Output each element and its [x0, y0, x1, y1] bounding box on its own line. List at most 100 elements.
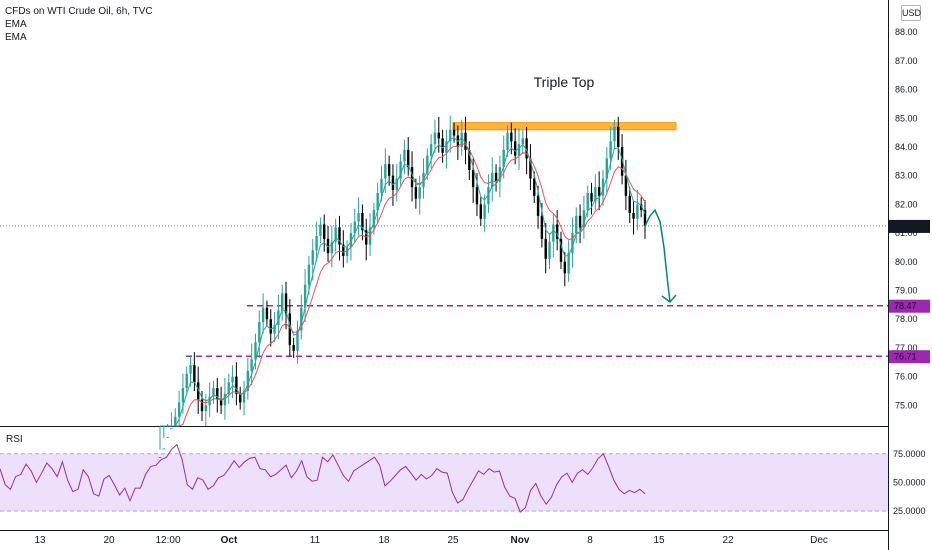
candle-body: [277, 310, 280, 325]
candle: [296, 320, 299, 364]
ema-fast-legend: EMA: [5, 19, 27, 30]
candle-body: [609, 141, 612, 159]
candle-body: [418, 187, 421, 199]
candle: [452, 122, 456, 143]
candle: [529, 144, 532, 191]
price-tick-label: 78.00: [895, 314, 918, 324]
candle-body: [399, 161, 402, 179]
candle: [632, 201, 635, 235]
candle: [429, 134, 433, 169]
candle-body: [387, 164, 391, 176]
candle: [193, 352, 196, 391]
candle: [544, 223, 547, 274]
support-price-label: 78.47: [894, 301, 917, 311]
price-tick-label: 88.00: [895, 27, 918, 37]
candle-body: [597, 187, 601, 196]
candle-body: [521, 138, 524, 145]
candle: [189, 355, 192, 387]
candle: [555, 210, 559, 251]
candle-body: [594, 187, 597, 202]
candle-body: [265, 307, 269, 320]
candle-body: [177, 402, 181, 417]
candle: [449, 115, 452, 153]
triple-top-label: Triple Top: [534, 74, 595, 90]
chart-legend: CFDs on WTI Crude Oil, 6h, TVC EMA EMA: [5, 5, 153, 44]
candle: [479, 197, 482, 226]
candle: [617, 116, 620, 160]
candle-body: [345, 247, 349, 257]
candle: [494, 164, 498, 192]
candle-body: [571, 233, 574, 254]
last-price-label: 81.25: [894, 221, 917, 231]
candle-body: [353, 221, 356, 234]
candle: [254, 333, 257, 370]
candle-body: [269, 319, 272, 334]
candle: [521, 129, 524, 155]
candle: [433, 119, 437, 153]
price-tick-label: 75.00: [895, 400, 918, 410]
candle: [628, 187, 631, 224]
candle: [300, 294, 303, 340]
candle: [403, 139, 406, 175]
candle-body: [517, 144, 521, 156]
candle-body: [605, 158, 609, 179]
candle-body: [494, 172, 498, 182]
rsi-line: [0, 443, 646, 513]
candle-body: [384, 164, 387, 179]
time-tick-label: 8: [587, 535, 593, 546]
candle: [174, 408, 177, 426]
candle-body: [464, 132, 467, 150]
candle-body: [158, 456, 162, 458]
candle-body: [326, 238, 330, 254]
candle: [338, 215, 341, 261]
candle-body: [212, 388, 215, 397]
resistance-zone: [452, 122, 677, 131]
time-tick-label: Dec: [810, 535, 828, 546]
candle-body: [498, 167, 502, 182]
candle-body: [181, 388, 185, 403]
time-tick-label: 13: [34, 535, 46, 546]
candle: [643, 200, 647, 239]
candle-body: [403, 149, 406, 162]
candle: [261, 293, 265, 334]
rsi-legend: RSI: [6, 434, 23, 445]
candle-body: [471, 169, 475, 188]
candle: [170, 412, 173, 430]
candle: [605, 147, 609, 195]
candle: [513, 128, 517, 165]
candle-body: [563, 261, 567, 274]
candle-body: [330, 241, 334, 254]
candle-body: [559, 238, 563, 262]
currency-button[interactable]: USD: [901, 5, 921, 21]
candle-body: [334, 227, 337, 242]
candle: [582, 195, 586, 239]
last-price-tag: [889, 219, 930, 233]
candle-body: [407, 149, 410, 168]
candle-body: [536, 195, 540, 216]
ema-fast-line: [160, 137, 646, 427]
candle: [281, 284, 284, 321]
candle-body: [292, 345, 295, 351]
candle: [441, 129, 444, 163]
price-tick-label: 77.00: [895, 343, 918, 353]
price-tick-label: 87.00: [895, 56, 918, 66]
candle: [567, 240, 570, 282]
candle-body: [429, 144, 433, 156]
candle-body: [311, 250, 314, 265]
candle: [204, 393, 208, 426]
time-tick-label: Nov: [511, 535, 530, 546]
candle-body: [281, 293, 284, 311]
price-tick-label: 83.00: [895, 171, 918, 181]
candle: [491, 157, 494, 202]
candle-body: [449, 129, 452, 142]
candle-body: [643, 210, 647, 226]
candle: [575, 207, 578, 244]
price-tick-label: 82.00: [895, 199, 918, 209]
candle: [361, 204, 364, 241]
time-tick-label: 22: [722, 535, 734, 546]
candle-body: [460, 132, 463, 147]
candle-body: [372, 210, 376, 228]
candle: [269, 309, 272, 347]
time-tick-label: 18: [378, 535, 390, 546]
